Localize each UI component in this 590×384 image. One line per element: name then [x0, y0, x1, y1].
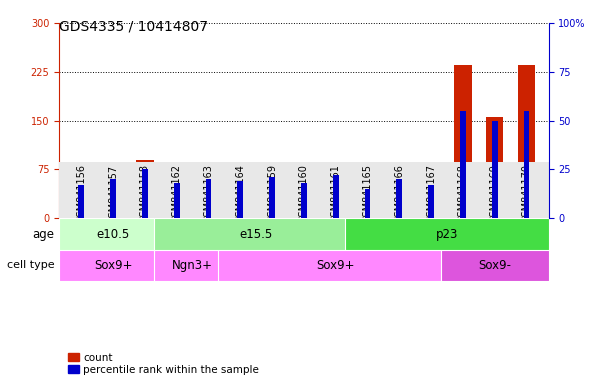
Bar — [345, 218, 549, 250]
Text: GSM841164: GSM841164 — [235, 164, 245, 223]
Text: Sox9-: Sox9- — [478, 259, 511, 272]
Bar — [269, 177, 275, 218]
Legend: count, percentile rank within the sample: count, percentile rank within the sample — [64, 348, 263, 379]
Bar — [237, 181, 243, 218]
Text: GSM841160: GSM841160 — [299, 164, 309, 223]
Bar — [263, 194, 281, 218]
Bar — [428, 185, 434, 218]
Text: GSM841170: GSM841170 — [522, 164, 532, 223]
Text: GSM841167: GSM841167 — [426, 164, 436, 223]
Text: GSM841168: GSM841168 — [458, 164, 468, 223]
Bar — [218, 250, 453, 281]
Bar — [396, 179, 402, 218]
Bar — [441, 250, 549, 281]
Bar — [155, 218, 358, 250]
Text: p23: p23 — [436, 227, 458, 240]
Bar — [59, 218, 167, 250]
Bar — [492, 121, 497, 218]
Text: GSM841166: GSM841166 — [394, 164, 404, 223]
Bar — [174, 183, 179, 218]
Bar — [454, 65, 471, 218]
Bar — [110, 179, 116, 218]
Bar — [517, 65, 535, 218]
Text: Sox9+: Sox9+ — [316, 259, 355, 272]
Bar — [168, 184, 185, 218]
Bar — [391, 176, 408, 218]
Text: Sox9+: Sox9+ — [94, 259, 132, 272]
Text: GSM841159: GSM841159 — [267, 164, 277, 223]
Bar — [73, 200, 90, 218]
Text: GDS4335 / 10414807: GDS4335 / 10414807 — [59, 19, 208, 33]
Text: Ngn3+: Ngn3+ — [172, 259, 213, 272]
Bar — [136, 160, 153, 218]
Text: GSM841169: GSM841169 — [490, 164, 500, 223]
Bar — [460, 111, 466, 218]
Text: GSM841162: GSM841162 — [172, 164, 182, 223]
Bar — [333, 175, 339, 218]
Bar — [205, 179, 211, 218]
Bar — [327, 191, 345, 218]
Bar — [78, 185, 84, 218]
Bar — [523, 111, 529, 218]
Bar — [142, 169, 148, 218]
Bar — [359, 187, 376, 218]
Bar — [155, 250, 231, 281]
Bar — [301, 183, 307, 218]
Bar — [365, 189, 371, 218]
Bar — [59, 250, 167, 281]
Bar — [231, 195, 249, 218]
Text: e15.5: e15.5 — [240, 227, 273, 240]
Text: GSM841157: GSM841157 — [108, 164, 118, 223]
Text: GSM841156: GSM841156 — [76, 164, 86, 223]
Text: GSM841158: GSM841158 — [140, 164, 150, 223]
Bar — [422, 207, 440, 218]
Text: GSM841165: GSM841165 — [362, 164, 372, 223]
Bar — [295, 194, 313, 218]
Bar — [199, 178, 217, 218]
Text: GSM841163: GSM841163 — [204, 164, 214, 223]
Bar — [486, 118, 503, 218]
Bar — [104, 179, 122, 218]
Text: e10.5: e10.5 — [96, 227, 130, 240]
Text: GSM841161: GSM841161 — [330, 164, 340, 223]
Text: cell type: cell type — [6, 260, 54, 270]
Text: age: age — [32, 227, 54, 240]
